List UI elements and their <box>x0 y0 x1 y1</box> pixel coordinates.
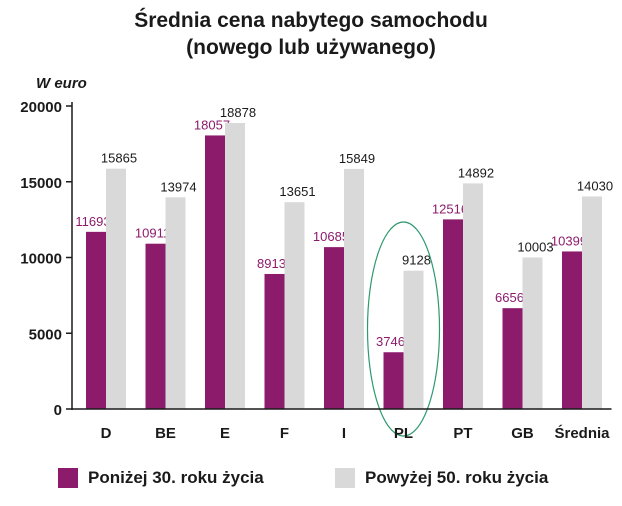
legend-label-low: Poniżej 30. roku życia <box>88 468 264 487</box>
y-tick-label: 15000 <box>20 175 62 192</box>
x-tick-label: F <box>280 425 289 442</box>
bar-high <box>225 122 245 410</box>
legend-label-high: Powyżej 50. roku życia <box>365 468 549 487</box>
y-tick-label: 0 <box>54 402 62 419</box>
chart-subtitle: (nowego lub używanego) <box>186 36 436 59</box>
bar-high <box>403 270 424 409</box>
legend-item-low: Poniżej 30. roku życia <box>58 468 264 488</box>
x-tick-label: I <box>342 425 346 442</box>
bar-low <box>264 273 285 409</box>
bar-high <box>463 183 483 409</box>
bar-high <box>106 168 126 409</box>
bar-value-label: 12516 <box>432 201 468 216</box>
bar-value-label: 6656 <box>495 290 524 305</box>
bar-low <box>383 352 404 409</box>
bar-value-label: 10911 <box>135 226 170 241</box>
bar-value-label: 18878 <box>220 105 256 120</box>
bar-value-label: 8913 <box>257 256 286 271</box>
x-tick-label: D <box>101 425 112 442</box>
bar-low <box>324 247 344 409</box>
legend-swatch-low <box>58 468 78 488</box>
bar-value-label: 13974 <box>160 179 196 194</box>
x-tick-label: E <box>220 425 230 442</box>
bar-value-label: 3746 <box>376 334 405 349</box>
y-tick-label: 20000 <box>20 99 62 116</box>
y-tick-label: 5000 <box>29 326 62 343</box>
x-tick-label: PT <box>453 425 472 442</box>
bar-value-label: 13651 <box>279 184 315 199</box>
x-tick-label: GB <box>511 425 534 442</box>
y-tick-label: 10000 <box>20 251 62 268</box>
bar-low <box>205 135 225 409</box>
bar-value-label: 10399 <box>551 233 587 248</box>
x-tick-label: BE <box>155 425 176 442</box>
legend-swatch-high <box>335 468 355 488</box>
bar-value-label: 10685 <box>313 229 349 244</box>
highlight-ellipse <box>366 221 441 437</box>
bar-value-label: 18057 <box>194 117 230 132</box>
bar-high <box>284 202 305 409</box>
bar-high <box>344 168 364 409</box>
bar-high <box>165 197 186 409</box>
chart-title: Średnia cena nabytego samochodu <box>134 9 488 32</box>
x-tick-label: Średnia <box>554 424 610 442</box>
legend-item-high: Powyżej 50. roku życia <box>335 468 548 488</box>
bar-high <box>582 196 602 409</box>
bar-value-label: 14030 <box>577 178 613 193</box>
bar-value-label: 15849 <box>339 151 375 166</box>
bar-value-label: 14892 <box>458 165 494 180</box>
bar-value-label: 10003 <box>517 239 553 254</box>
bar-value-label: 15865 <box>101 151 137 166</box>
bar-value-label: 9128 <box>402 253 431 268</box>
bar-low <box>86 231 106 409</box>
x-tick-label: PL <box>394 425 413 442</box>
bar-low <box>502 308 523 409</box>
bar-low <box>562 251 582 409</box>
bar-value-label: 11693 <box>75 214 110 229</box>
bar-high <box>522 257 543 409</box>
y-axis-label: W euro <box>36 75 87 92</box>
y-axis: 0 5000 10000 15000 20000 <box>20 99 73 419</box>
bar-low <box>145 243 166 409</box>
x-axis: D BE E F I PL PT GB Średnia <box>72 408 612 442</box>
bar-low <box>443 219 463 409</box>
